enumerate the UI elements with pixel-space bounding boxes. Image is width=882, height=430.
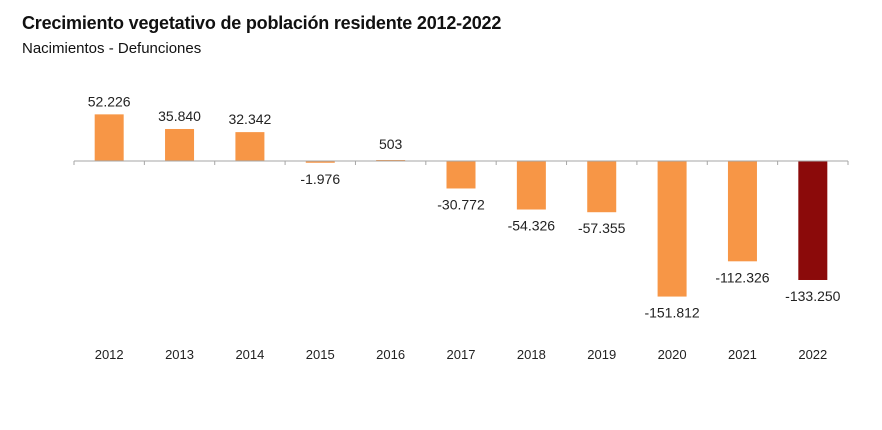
x-tick-label: 2018 <box>517 347 546 362</box>
x-tick-label: 2014 <box>235 347 264 362</box>
x-tick-label: 2021 <box>728 347 757 362</box>
bar-2021 <box>727 161 757 262</box>
bar-2014 <box>235 132 265 161</box>
bar-2020 <box>657 161 687 297</box>
x-tick-label: 2015 <box>306 347 335 362</box>
data-label: -112.326 <box>715 269 769 285</box>
x-tick-label: 2012 <box>95 347 124 362</box>
data-label: -54.326 <box>508 218 556 234</box>
data-label: 503 <box>379 136 403 152</box>
data-label: 35.840 <box>158 108 201 124</box>
chart-title: Crecimiento vegetativo de población resi… <box>22 13 502 33</box>
data-label: -57.355 <box>578 220 626 236</box>
bar-2015 <box>305 161 335 163</box>
x-tick-label: 2019 <box>587 347 616 362</box>
bar-2022 <box>798 161 828 280</box>
data-label: -30.772 <box>437 196 485 212</box>
data-label: -1.976 <box>300 171 340 187</box>
bar-2013 <box>165 128 195 161</box>
data-label: -133.250 <box>785 288 840 304</box>
x-tick-label: 2022 <box>798 347 827 362</box>
bar-2019 <box>587 161 617 213</box>
data-label: -151.812 <box>644 305 699 321</box>
bar-2017 <box>446 161 476 189</box>
x-tick-label: 2016 <box>376 347 405 362</box>
bar-2018 <box>516 161 546 210</box>
bar-2012 <box>94 114 124 161</box>
x-tick-label: 2017 <box>447 347 476 362</box>
data-label: 32.342 <box>228 111 271 127</box>
x-tick-label: 2013 <box>165 347 194 362</box>
chart-subtitle: Nacimientos - Defunciones <box>22 40 202 57</box>
data-label: 52.226 <box>88 93 131 109</box>
x-tick-label: 2020 <box>658 347 687 362</box>
